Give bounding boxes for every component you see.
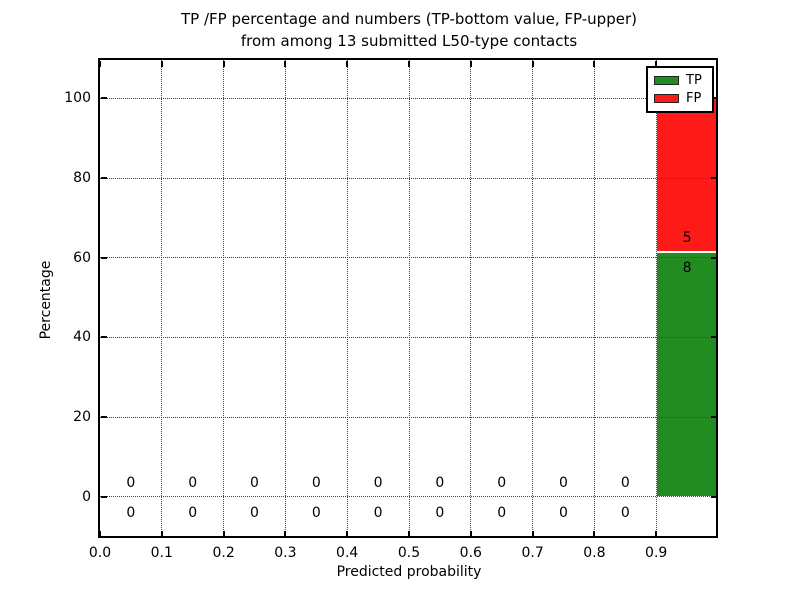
y-tick-right xyxy=(711,336,717,339)
tp-count-label: 0 xyxy=(559,504,568,521)
tp-count-label: 0 xyxy=(126,504,136,521)
x-tick-bottom xyxy=(346,531,349,537)
x-tick-top xyxy=(99,61,101,67)
x-tick-bottom xyxy=(655,531,658,537)
x-tick-bottom xyxy=(469,531,472,537)
x-tick-label: 0.3 xyxy=(274,545,297,561)
x-tick-top xyxy=(346,61,349,67)
fp-count-label: 0 xyxy=(311,474,321,491)
y-tick-left xyxy=(101,495,107,498)
x-tick-top xyxy=(469,61,472,67)
gridline-vertical xyxy=(532,60,534,538)
y-tick-left xyxy=(101,256,107,259)
x-tick-top xyxy=(222,61,225,67)
tp-count-label: 0 xyxy=(497,504,507,521)
fp-count-label: 0 xyxy=(435,474,445,491)
gridline-vertical xyxy=(655,60,657,538)
y-tick-label: 0 xyxy=(82,488,91,505)
tp-count-label: 0 xyxy=(250,504,259,521)
gridline-vertical xyxy=(161,60,163,538)
y-axis-label: Percentage xyxy=(38,260,54,340)
y-tick-left xyxy=(101,97,107,100)
tp-count-label: 8 xyxy=(682,259,692,276)
fp-count-label: 5 xyxy=(682,229,692,246)
y-tick-label: 60 xyxy=(73,249,91,266)
fp-count-label: 0 xyxy=(126,474,136,491)
y-tick-right xyxy=(711,416,717,419)
x-tick-top xyxy=(593,61,596,67)
x-tick-label: 0.6 xyxy=(459,545,482,561)
y-tick-label: 80 xyxy=(73,170,91,186)
legend-item-tp: TP xyxy=(648,74,712,87)
x-tick-top xyxy=(531,61,534,67)
gridline-vertical xyxy=(593,60,595,538)
legend-label: FP xyxy=(686,90,702,106)
x-tick-top xyxy=(408,61,410,67)
legend-swatch-fp xyxy=(654,93,679,103)
y-tick-right xyxy=(711,256,717,259)
gridline-vertical xyxy=(346,60,348,538)
x-tick-bottom xyxy=(531,531,534,537)
tp-count-label: 0 xyxy=(620,504,630,521)
x-tick-label: 0.8 xyxy=(583,545,606,561)
legend-swatch-tp xyxy=(654,76,679,86)
x-tick-label: 0.4 xyxy=(336,545,359,561)
bar-segment-tp xyxy=(656,251,718,497)
x-tick-label: 0.1 xyxy=(150,545,173,561)
gridline-vertical xyxy=(284,60,286,538)
legend: TP FP xyxy=(646,66,714,113)
x-tick-label: 0.7 xyxy=(521,545,544,561)
legend-item-fp: FP xyxy=(648,92,712,105)
fp-count-label: 0 xyxy=(188,474,198,491)
fp-count-label: 0 xyxy=(250,474,259,491)
chart-title-line2: from among 13 submitted L50-type contact… xyxy=(240,32,578,50)
fp-count-label: 0 xyxy=(620,474,630,491)
tp-count-label: 0 xyxy=(373,504,383,521)
x-tick-bottom xyxy=(408,531,410,537)
y-tick-right xyxy=(711,177,717,179)
y-tick-label: 40 xyxy=(73,329,91,346)
fp-count-label: 0 xyxy=(373,474,383,491)
x-tick-label: 0.5 xyxy=(397,545,421,561)
x-axis-label: Predicted probability xyxy=(336,564,482,580)
x-tick-bottom xyxy=(593,531,596,537)
gridline-vertical xyxy=(223,60,225,538)
gridline-vertical xyxy=(408,60,410,538)
y-tick-label: 100 xyxy=(64,90,91,107)
x-tick-label: 0.9 xyxy=(645,545,668,561)
y-tick-left xyxy=(101,177,107,179)
x-tick-top xyxy=(655,61,658,67)
y-tick-left xyxy=(101,416,107,419)
x-tick-top xyxy=(160,61,163,67)
x-tick-bottom xyxy=(222,531,225,537)
x-tick-bottom xyxy=(284,531,287,537)
y-tick-right xyxy=(711,97,717,100)
y-tick-label: 20 xyxy=(73,409,91,426)
tp-count-label: 0 xyxy=(188,504,198,521)
x-tick-bottom xyxy=(160,531,163,537)
gridline-vertical xyxy=(470,60,472,538)
chart-title-line1: TP /FP percentage and numbers (TP-bottom… xyxy=(181,10,637,28)
y-tick-right xyxy=(711,495,717,498)
fp-count-label: 0 xyxy=(497,474,507,491)
tp-count-label: 0 xyxy=(311,504,321,521)
x-tick-label: 0.2 xyxy=(212,545,235,561)
fp-count-label: 0 xyxy=(559,474,568,491)
legend-label: TP xyxy=(686,73,702,89)
y-tick-left xyxy=(101,336,107,339)
x-tick-label: 0.0 xyxy=(88,545,112,561)
bar-segment-fp xyxy=(656,98,718,252)
x-tick-top xyxy=(284,61,287,67)
tp-count-label: 0 xyxy=(435,504,445,521)
x-tick-bottom xyxy=(99,531,101,537)
chart-title: TP /FP percentage and numbers (TP-bottom… xyxy=(100,8,718,52)
